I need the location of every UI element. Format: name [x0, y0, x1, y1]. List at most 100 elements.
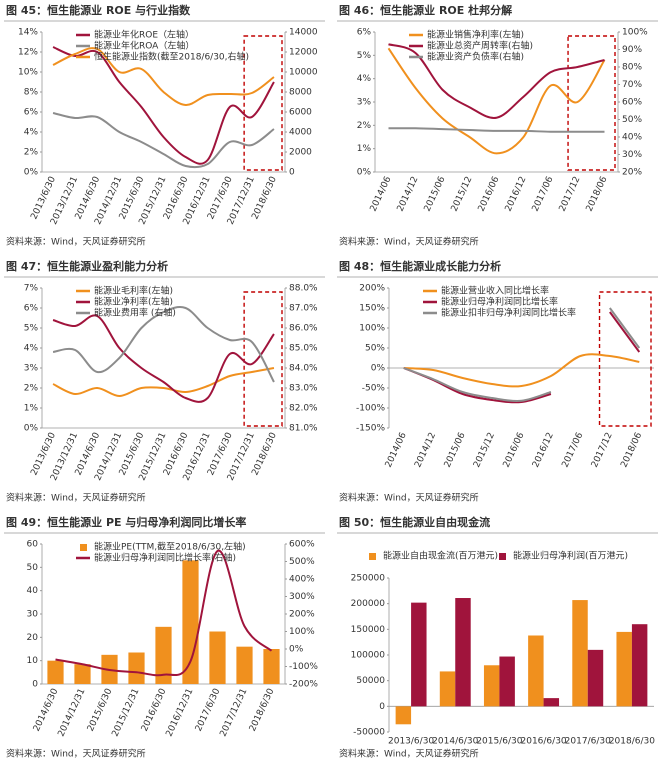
y-tick-label: 1%: [24, 404, 39, 414]
y2-tick-label: 500%: [289, 557, 315, 567]
legend-label: 能源业销售净利率(左轴): [427, 29, 524, 41]
line-series: [52, 112, 275, 169]
y-tick-label: 10: [27, 656, 39, 666]
y-tick-label: 6%: [357, 28, 372, 38]
y-tick-label: 30: [27, 610, 39, 620]
chart-title: 图 49：恒生能源业 PE 与归母净利润同比增长率: [6, 515, 246, 529]
x-tick-label: 2017/6/30: [565, 737, 611, 747]
x-tick-label: 2017/6/30: [194, 687, 223, 733]
line-series: [403, 367, 552, 403]
y2-tick-label: 14000: [289, 28, 318, 38]
y2-tick-label: -100%: [289, 662, 318, 672]
bar: [616, 631, 632, 707]
x-tick-label: 2016/06: [477, 175, 502, 213]
x-tick-label: 2017/12: [558, 175, 583, 213]
line-series: [388, 43, 605, 119]
legend-label: 能源业资产负债率(右轴): [427, 51, 524, 63]
y2-tick-label: 2000: [289, 148, 312, 158]
bar: [572, 600, 588, 707]
source-note: 资料来源：Wind，天风证券研究所: [339, 492, 479, 504]
y2-tick-label: 88.0%: [289, 284, 318, 294]
x-tick-label: 2018/6/30: [609, 737, 655, 747]
chart-title: 图 50：恒生能源业自由现金流: [339, 515, 490, 529]
source-note: 资料来源：Wind，天风证券研究所: [339, 236, 479, 248]
bar: [236, 646, 253, 684]
y-tick-label: 7%: [24, 284, 39, 294]
y2-tick-label: 4000: [289, 128, 312, 138]
x-tick-label: 2015/06: [443, 431, 468, 469]
y2-tick-label: 20%: [622, 168, 642, 178]
y-tick-label: 6%: [24, 304, 39, 314]
x-tick-label: 2018/06: [585, 175, 610, 213]
y-tick-label: 8%: [24, 88, 39, 98]
y2-tick-label: 0: [289, 168, 295, 178]
y-tick-label: 250000: [351, 574, 386, 584]
bar: [631, 624, 648, 707]
bar: [395, 706, 412, 725]
bar: [483, 665, 500, 707]
bar: [263, 649, 280, 684]
y2-tick-label: 8000: [289, 88, 312, 98]
chart-title: 图 45：恒生能源业 ROE 与行业指数: [6, 3, 191, 17]
x-tick-label: 2014/6/30: [32, 687, 61, 733]
x-tick-label: 2014/06: [384, 431, 409, 469]
x-tick-label: 2015/06: [423, 175, 448, 213]
bar: [411, 602, 427, 707]
line-series: [52, 367, 275, 398]
y-tick-label: 60: [27, 540, 39, 550]
y2-tick-label: 200%: [289, 610, 315, 620]
x-tick-label: 2018/6/30: [248, 687, 277, 733]
x-tick-label: 2014/12: [396, 175, 421, 213]
y-tick-label: 2%: [357, 121, 372, 131]
y2-tick-label: 30%: [622, 150, 642, 160]
y2-tick-label: 81.0%: [289, 424, 318, 434]
y2-tick-label: 83.0%: [289, 384, 318, 394]
y2-tick-label: 6000: [289, 108, 312, 118]
y-tick-label: -100%: [356, 404, 385, 414]
x-tick-label: 2015/12: [450, 175, 475, 213]
legend-label: 能源业扣非归母净利润同比增长率: [441, 307, 576, 319]
line-series: [52, 47, 275, 106]
y2-tick-label: 85.0%: [289, 344, 318, 354]
x-tick-label: 2018/06: [619, 431, 644, 469]
y2-tick-label: 400%: [289, 575, 315, 585]
y-tick-label: 200%: [359, 284, 385, 294]
y2-tick-label: 82.0%: [289, 404, 318, 414]
x-tick-label: 2014/06: [369, 175, 394, 213]
source-note: 资料来源：Wind，天风证券研究所: [339, 748, 479, 760]
y-tick-label: 4%: [357, 74, 372, 84]
y-tick-label: 50: [27, 563, 39, 573]
y-tick-label: 0: [32, 680, 38, 690]
chart-panel: 图 49：恒生能源业 PE 与归母净利润同比增长率资料来源：Wind，天风证券研…: [4, 515, 325, 760]
y-tick-label: 150%: [359, 304, 385, 314]
x-tick-label: 2016/06: [502, 431, 527, 469]
legend-label: 能源业毛利率(左轴): [94, 285, 173, 297]
legend-label: 能源业年化ROA（左轴）: [94, 40, 194, 52]
line-series: [609, 307, 641, 349]
y2-tick-label: 12000: [289, 48, 318, 58]
line-series: [388, 127, 605, 133]
x-tick-label: 2015/12/31: [110, 687, 141, 738]
y-tick-label: 5%: [357, 51, 372, 61]
bar: [182, 560, 199, 684]
highlight-box: [598, 291, 652, 427]
y-tick-label: 0%: [24, 168, 39, 178]
y-tick-label: 0: [379, 702, 385, 712]
y2-tick-label: 60%: [622, 98, 642, 108]
legend-label: 能源业净利率(左轴): [94, 296, 173, 308]
y2-tick-label: 87.0%: [289, 304, 318, 314]
y2-tick-label: 300%: [289, 592, 315, 602]
y-tick-label: 3%: [24, 364, 39, 374]
x-tick-label: 2016/12: [504, 175, 529, 213]
x-tick-label: 2013/6/30: [388, 737, 434, 747]
chart-title: 图 47：恒生能源业盈利能力分析: [6, 259, 168, 273]
y-tick-label: 0%: [24, 424, 39, 434]
x-tick-label: 2017/06: [531, 175, 556, 213]
line-series: [55, 549, 273, 677]
y2-tick-label: 100%: [289, 627, 315, 637]
